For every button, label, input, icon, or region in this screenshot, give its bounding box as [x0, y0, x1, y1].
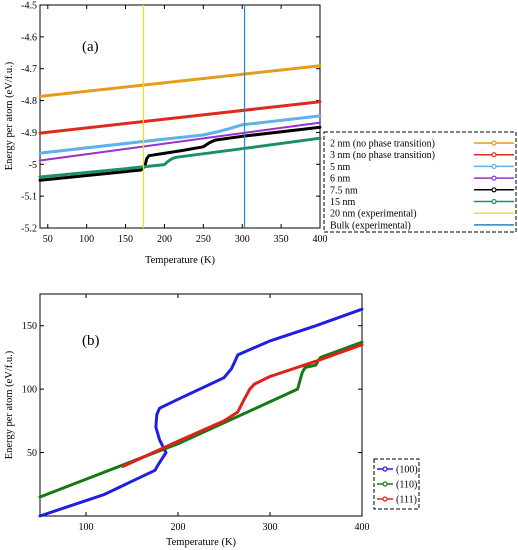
y-tick-label: -4.7: [21, 64, 37, 75]
y-tick-label: 100: [22, 385, 37, 396]
ticks-a: 50 100 150 200 250 300 350 400 -5.2 -5.1 -5 -4.9 -4.…: [21, 1, 327, 246]
x-tick-label: 100: [79, 234, 94, 245]
x-tick-label: 350: [274, 234, 289, 245]
plot-frame-b: [39, 293, 363, 517]
y-axis-label-a: Energy per atom (eV/f.u.): [4, 61, 15, 170]
legend-marker: [382, 466, 388, 472]
x-tick-label: 300: [263, 522, 278, 533]
legend-marker: [491, 140, 497, 146]
legend-label: (100): [396, 465, 418, 476]
x-tick-label: 150: [118, 234, 133, 245]
series-b: [38, 307, 364, 518]
legend-box-a: [323, 131, 517, 233]
series-line: [38, 136, 322, 179]
legend-label: 2 nm (no phase transition): [330, 139, 435, 150]
legend-marker: [491, 198, 497, 205]
legend-marker: [382, 496, 388, 502]
legend-label: 3 nm (no phase transition): [330, 150, 435, 161]
legend-label: 7.5 nm: [330, 185, 358, 196]
x-axis-label-a: Temperature (K): [145, 255, 216, 266]
series-line: [39, 121, 321, 162]
series-line: [121, 343, 364, 468]
y-tick-label: -4.8: [21, 96, 37, 107]
y-tick-label: -5: [29, 160, 37, 171]
x-tick-label: 200: [171, 522, 186, 533]
x-tick-label: 300: [235, 234, 250, 245]
y-axis-label-b: Energy per atom (eV/f.u.): [4, 350, 15, 459]
panel-label-b: (b): [82, 333, 100, 349]
x-tick-label: 250: [196, 234, 211, 245]
legend-label: 15 nm: [330, 197, 356, 208]
x-axis-label-b: Temperature (K): [166, 537, 237, 548]
y-tick-label: -5.2: [21, 224, 37, 235]
y-tick-label: 150: [22, 321, 37, 332]
series-line: [38, 114, 322, 155]
series-line: [38, 340, 364, 499]
y-tick-label: -4.6: [21, 32, 37, 43]
series-line: [38, 64, 322, 98]
series-line: [38, 100, 322, 135]
y-tick-label: -4.9: [21, 128, 37, 139]
x-tick-label: 50: [43, 234, 53, 245]
legend-marker: [491, 163, 497, 169]
panel-label-a: (a): [82, 39, 99, 55]
x-tick-label: 100: [79, 522, 94, 533]
legend-label: Bulk (experimental): [330, 220, 411, 231]
legend-b: (100) (110) (111): [373, 458, 420, 510]
legend-label: 5 nm: [330, 162, 351, 173]
series-line: [38, 307, 364, 518]
y-tick-label: 50: [27, 448, 37, 459]
legend-label: (111): [396, 495, 417, 506]
x-tick-label: 400: [355, 522, 370, 533]
legend-marker: [491, 187, 497, 193]
legend-marker: [491, 152, 497, 158]
y-tick-label: -4.5: [21, 1, 37, 12]
y-tick-label: -5.1: [21, 192, 37, 203]
legend-label: 20 nm (experimental): [330, 209, 417, 220]
legend-marker: [491, 175, 497, 181]
legend-label: 6 nm: [330, 174, 351, 185]
panel-a: 50 100 150 200 250 300 350 400 -5.2 -5.1 -5 -4.9 -4.…: [4, 1, 328, 267]
legend-marker: [382, 481, 388, 487]
x-tick-label: 200: [157, 234, 172, 245]
legend-label: (110): [396, 480, 417, 491]
x-tick-label: 400: [313, 234, 328, 245]
legend-a: 2 nm (no phase transition)3 nm (no phase…: [323, 131, 517, 233]
series-a: [38, 5, 322, 228]
ticks-b: 100 200 300 400 50 100 150: [22, 294, 370, 533]
panel-b: 100 200 300 400 50 100 150 (b) Temperature (K)…: [4, 293, 370, 548]
